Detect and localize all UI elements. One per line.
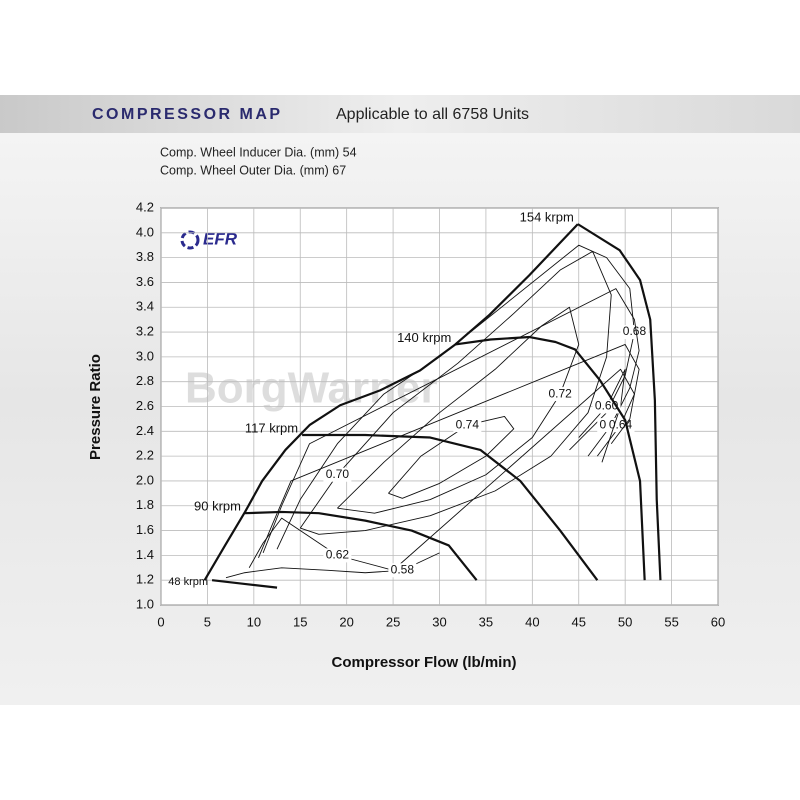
watermark: BorgWarner [185,364,438,413]
x-tick-label: 20 [339,614,353,629]
speed-label: 90 krpm [194,499,241,514]
logo-icon [180,230,200,250]
speed-line [455,335,646,581]
marks: 0.740.720.700.680.660.640.620.600.58154 … [168,210,662,589]
y-tick-label: 1.2 [136,572,154,587]
y-tick-label: 4.2 [136,199,154,214]
x-tick-label: 5 [204,614,211,629]
label-bg [620,325,649,340]
efficiency-label: 0.68 [623,324,647,338]
efficiency-contour [299,250,612,535]
speed-label: 117 krpm [245,420,298,435]
header-band [0,95,800,133]
speed-line [302,433,599,581]
label-bg [323,548,352,563]
efficiency-label: 0.72 [549,386,573,400]
chart-subtitle: Applicable to all 6758 Units [336,106,529,123]
y-tick-label: 2.0 [136,472,154,487]
x-tick-label: 55 [664,614,678,629]
speed-label: 140 krpm [397,330,451,345]
y-tick-label: 3.2 [136,324,154,339]
y-tick-label: 3.0 [136,348,154,363]
note: Comp. Wheel Inducer Dia. (mm) 54 [160,145,357,159]
x-tick-label: 30 [432,614,446,629]
efficiency-contour [276,244,635,550]
y-tick-label: 2.8 [136,373,154,388]
efficiency-contour [578,368,626,463]
x-tick-label: 60 [711,614,725,629]
y-axis-label: Pressure Ratio [87,354,104,460]
x-tick-label: 10 [247,614,261,629]
label-bg [453,418,482,433]
note: Comp. Wheel Outer Dia. (mm) 67 [160,163,346,177]
x-tick-label: 0 [157,614,164,629]
x-tick-label: 15 [293,614,307,629]
label-bg [323,467,352,482]
x-tick-label: 25 [386,614,400,629]
speed-line [244,510,478,581]
speed-line [577,223,662,581]
x-tick-label: 50 [618,614,632,629]
efficiency-contour [337,306,580,514]
surge-line [203,223,579,581]
speed-line [211,579,278,589]
y-tick-label: 2.2 [136,448,154,463]
speed-label: 48 krpm [168,576,208,588]
efficiency-contour [388,415,515,499]
speed-label: 154 krpm [520,210,574,225]
y-tick-label: 1.0 [136,596,154,611]
efficiency-label: 0.74 [456,417,480,431]
x-tick-label: 40 [525,614,539,629]
x-axis-label: Compressor Flow (lb/min) [331,654,516,671]
efficiency-label: 0.58 [391,562,415,576]
y-tick-label: 3.8 [136,249,154,264]
y-tick-label: 1.6 [136,522,154,537]
label-bg [388,563,417,578]
chart-title: COMPRESSOR MAP [92,106,283,123]
label-bg [546,387,575,402]
y-tick-label: 4.0 [136,224,154,239]
y-tick-label: 2.4 [136,423,154,438]
y-tick-label: 3.6 [136,274,154,289]
grid: 0 5 10 15 20 25 30 35 40 45 50 55 60 1.0 1.2 1.4 1.6 1.8 2… [136,199,725,629]
x-tick-label: 45 [572,614,586,629]
y-tick-label: 1.4 [136,547,154,562]
x-tick-label: 35 [479,614,493,629]
efficiency-label: 0.70 [326,467,350,481]
y-tick-label: 1.8 [136,497,154,512]
y-tick-label: 3.4 [136,299,154,314]
y-tick-label: 2.6 [136,398,154,413]
logo: EFR [203,229,238,248]
efficiency-label: 0.62 [326,548,350,562]
